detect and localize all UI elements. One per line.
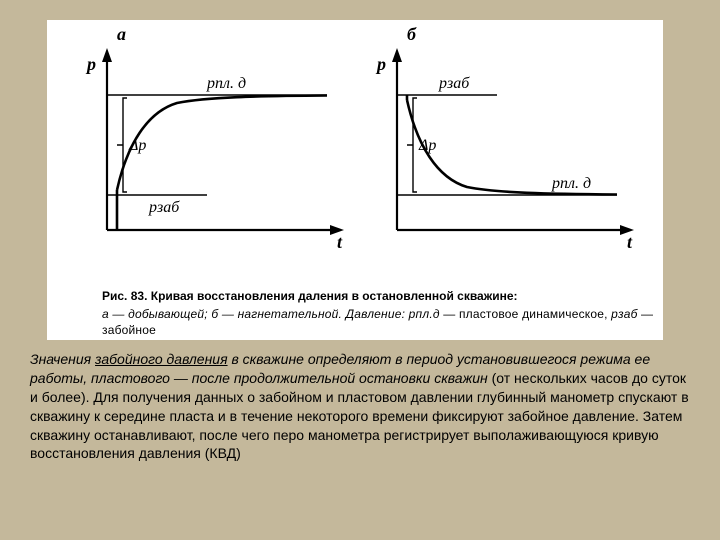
charts-svg: а p t pпл. д pзаб bbox=[47, 20, 663, 280]
panel-b-delta: Δp bbox=[418, 137, 436, 154]
arrow-up-icon bbox=[392, 48, 402, 62]
figure-panel: а p t pпл. д pзаб bbox=[47, 20, 663, 340]
panel-b: б p t pзаб pпл. д bbox=[375, 24, 634, 252]
panel-a-xlabel: t bbox=[337, 232, 343, 252]
caption-b: б — нагнетательной. Давление: bbox=[211, 307, 408, 321]
arrow-up-icon bbox=[102, 48, 112, 62]
panel-a-bracket bbox=[117, 98, 127, 192]
panel-a: а p t pпл. д pзаб bbox=[85, 24, 344, 252]
panel-a-top-label: pпл. д bbox=[206, 75, 246, 92]
panel-b-bracket bbox=[407, 98, 417, 192]
panel-a-bottom-label: pзаб bbox=[148, 199, 180, 216]
caption-a: а — добывающей; bbox=[102, 307, 211, 321]
page-root: а p t pпл. д pзаб bbox=[0, 0, 720, 540]
caption-line1: Рис. 83. Кривая восстановления даления в… bbox=[102, 289, 518, 303]
panel-a-tag: а bbox=[117, 24, 126, 44]
caption-mid: — пластовое динамическое, bbox=[440, 307, 611, 321]
panel-b-ylabel: p bbox=[375, 54, 386, 74]
panel-a-delta: Δp bbox=[128, 137, 146, 154]
panel-b-top-label: pзаб bbox=[438, 75, 470, 92]
figure-caption: Рис. 83. Кривая восстановления даления в… bbox=[102, 288, 702, 339]
caption-p2: pзаб bbox=[611, 307, 637, 321]
panel-b-tag: б bbox=[407, 24, 417, 44]
caption-p1: pпл.д bbox=[409, 307, 440, 321]
para-seg1: Значения bbox=[30, 351, 95, 367]
body-paragraph: Значения забойного давления в скважине о… bbox=[30, 350, 690, 463]
panel-a-ylabel: p bbox=[85, 54, 96, 74]
panel-b-bottom-label: pпл. д bbox=[551, 175, 591, 192]
para-seg2: забойного давления bbox=[95, 351, 228, 367]
panel-b-xlabel: t bbox=[627, 232, 633, 252]
panel-a-curve bbox=[117, 96, 327, 191]
